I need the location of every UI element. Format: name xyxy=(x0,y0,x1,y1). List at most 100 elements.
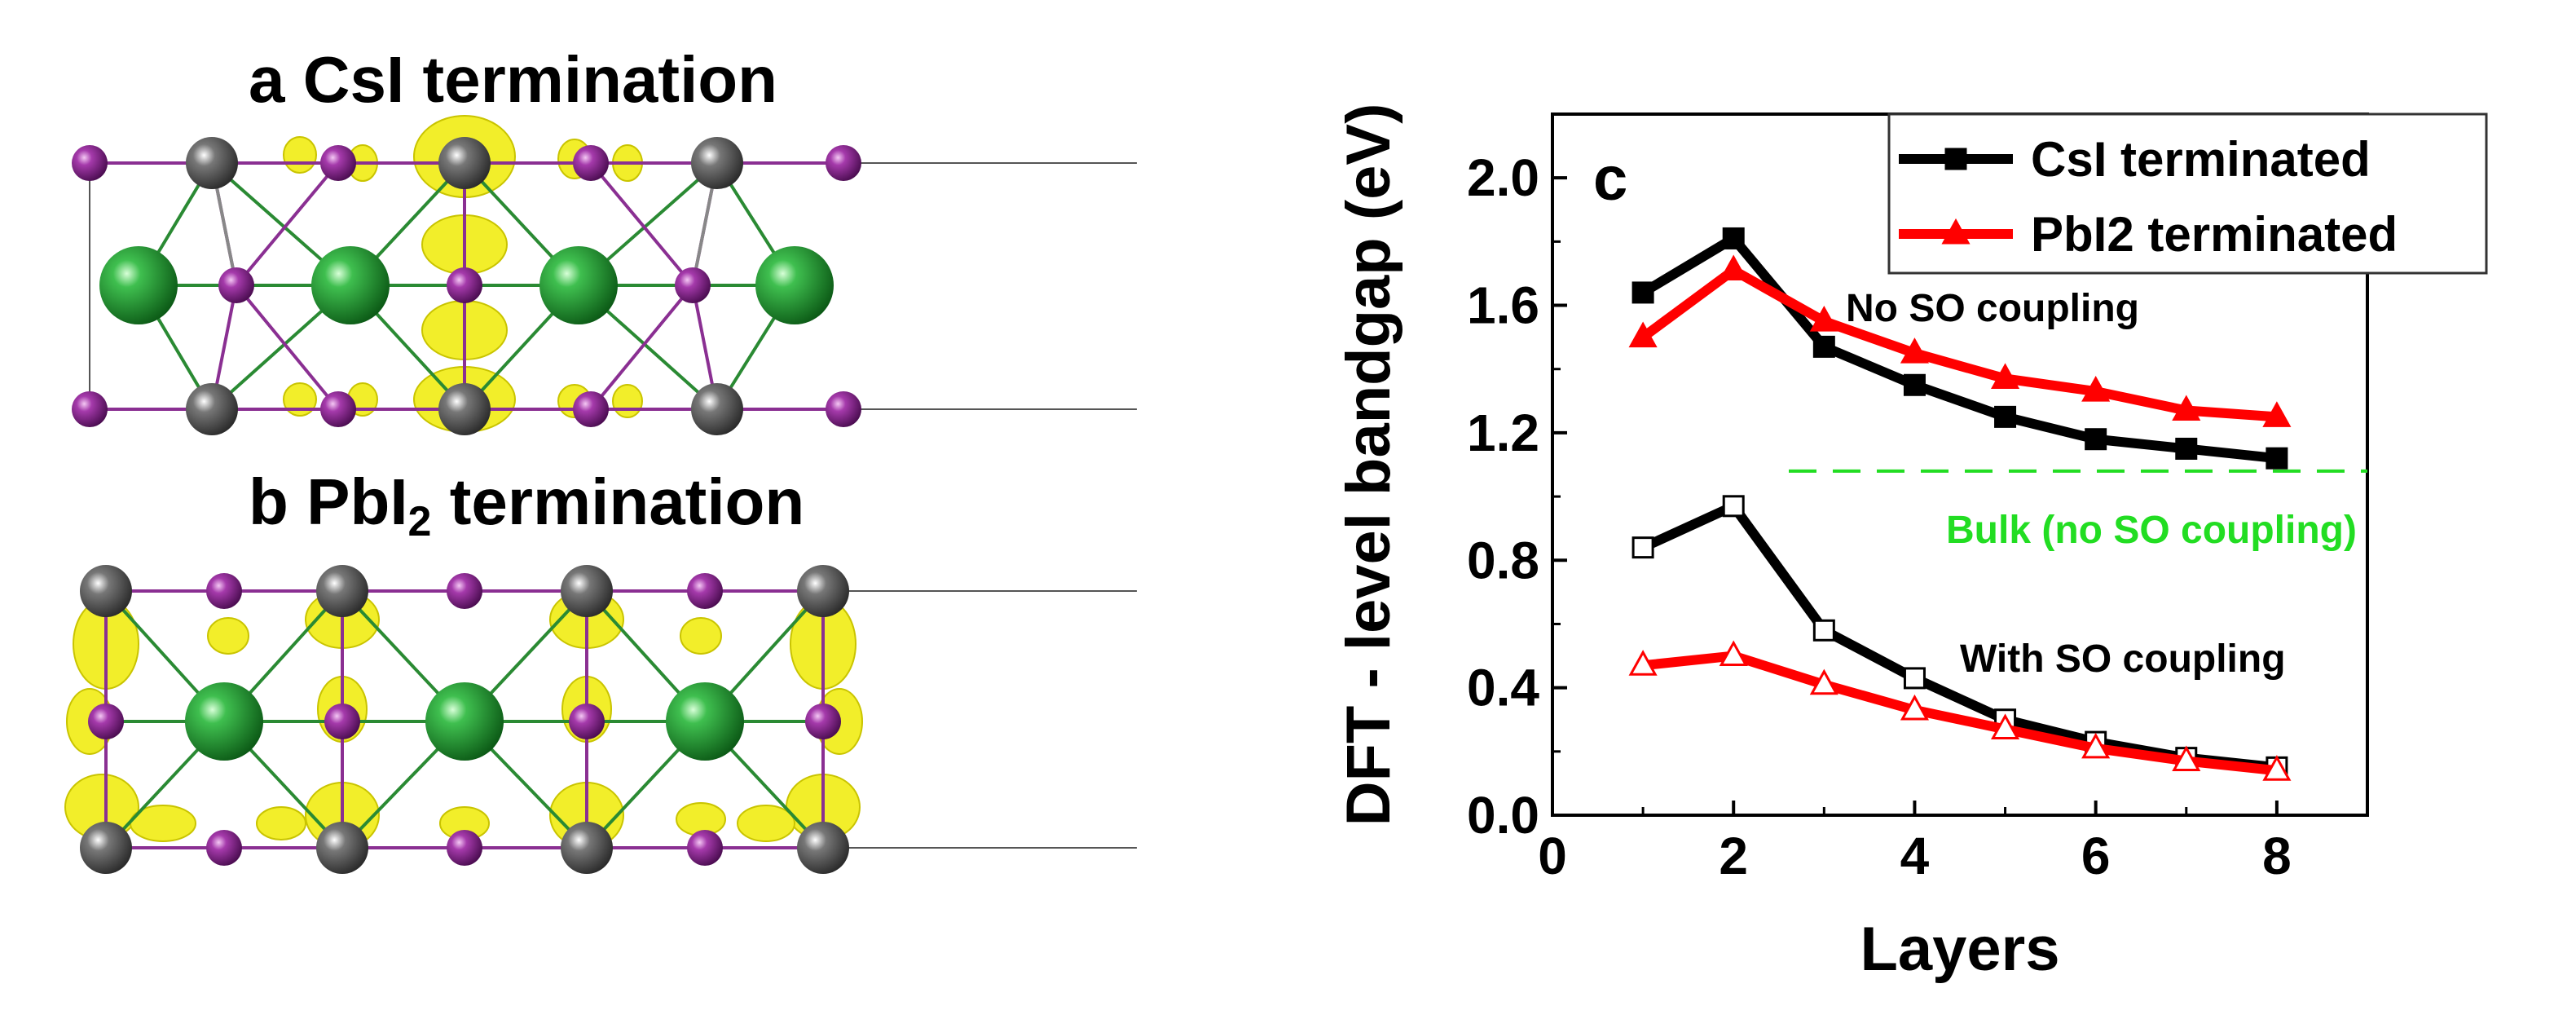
y-tick-label: 2.0 xyxy=(1467,148,1539,207)
atom-i xyxy=(687,830,723,866)
y-axis-title: DFT - level bandgap (eV) xyxy=(1334,104,1403,827)
y-tick-label: 1.2 xyxy=(1467,404,1539,462)
data-point-square xyxy=(1903,373,1926,396)
panel-c-label: c xyxy=(1593,144,1627,214)
atom-i xyxy=(573,391,609,427)
atom-i xyxy=(72,145,108,181)
data-point-triangle xyxy=(1809,668,1838,695)
atom-cs xyxy=(311,246,390,324)
data-point-square xyxy=(1722,495,1745,518)
panel-b-title-subscript: 2 xyxy=(407,498,432,545)
series-line-3 xyxy=(1642,651,2278,776)
data-point-triangle xyxy=(1900,694,1929,721)
atom-cs xyxy=(539,246,618,324)
data-point-triangle xyxy=(2081,376,2111,402)
atom-i xyxy=(573,145,609,181)
legend-box xyxy=(1887,112,2488,275)
atom-i xyxy=(675,267,711,303)
series-line-2 xyxy=(1640,501,2278,773)
atom-pb xyxy=(691,137,743,189)
atom-cs xyxy=(185,682,263,761)
data-point-triangle xyxy=(1628,321,1658,348)
data-point-square xyxy=(1994,405,2017,428)
atom-pb xyxy=(797,565,849,617)
x-tick-label: 0 xyxy=(1538,827,1567,885)
atom-pb xyxy=(561,822,613,874)
data-point-triangle xyxy=(1809,306,1838,332)
data-point-square xyxy=(1631,281,1654,304)
atom-i xyxy=(88,704,124,739)
data-point-square xyxy=(2266,447,2288,470)
data-point-triangle xyxy=(1991,713,2020,739)
atom-i xyxy=(72,391,108,427)
data-point-triangle xyxy=(1991,363,2020,389)
structure-b xyxy=(64,565,1137,874)
x-tick-label: 4 xyxy=(1900,827,1930,885)
atoms-a xyxy=(72,137,861,435)
annotation-with-so: With SO coupling xyxy=(1960,637,2286,681)
atom-i xyxy=(218,267,254,303)
panel-a-title: a CsI termination xyxy=(249,43,778,116)
data-point-square xyxy=(1903,667,1926,690)
atoms-b xyxy=(80,565,849,874)
atom-i xyxy=(447,830,482,866)
data-point-triangle xyxy=(2172,745,2201,772)
atom-i xyxy=(320,145,356,181)
data-point-square xyxy=(1944,148,1967,170)
panel-b-title-main: b PbI xyxy=(249,465,408,538)
atom-cs xyxy=(99,246,178,324)
data-point-square xyxy=(1631,536,1654,559)
data-point-square xyxy=(1722,227,1745,249)
data-point-triangle xyxy=(2262,401,2292,427)
x-tick-label: 2 xyxy=(1719,827,1748,885)
atom-i xyxy=(447,267,482,303)
series-line-1 xyxy=(1640,265,2278,422)
structure-a xyxy=(72,115,1137,435)
atom-cs xyxy=(755,246,834,324)
atom-i xyxy=(826,145,861,181)
atom-pb xyxy=(186,383,238,435)
data-point-square xyxy=(2085,730,2107,753)
legend-label-1: PbI2 terminated xyxy=(2031,207,2398,262)
atom-i xyxy=(206,830,242,866)
atom-pb xyxy=(691,383,743,435)
data-point-square xyxy=(1994,708,2017,731)
panel-b-title: b PbI2 termination xyxy=(249,465,804,546)
y-tick-label: 0.4 xyxy=(1467,659,1539,717)
atom-i xyxy=(687,573,723,609)
x-tick-label: 6 xyxy=(2081,827,2111,885)
atom-i xyxy=(447,573,482,609)
data-point-triangle xyxy=(2262,755,2292,781)
data-point-triangle xyxy=(1900,337,1929,364)
atom-pb xyxy=(316,565,368,617)
data-point-square xyxy=(1812,619,1835,642)
atom-pb xyxy=(561,565,613,617)
atom-i xyxy=(206,573,242,609)
y-tick-label: 0.8 xyxy=(1467,531,1539,589)
bulk-reference-label: Bulk (no SO coupling) xyxy=(1946,509,2357,552)
legend-label-0: CsI terminated xyxy=(2031,132,2371,187)
atom-pb xyxy=(797,822,849,874)
series-line-0 xyxy=(1640,233,2278,464)
atom-i xyxy=(320,391,356,427)
atom-i xyxy=(324,704,360,739)
atom-pb xyxy=(316,822,368,874)
data-point-triangle xyxy=(2172,395,2201,421)
crystal-structure-figures xyxy=(64,115,1137,874)
data-point-triangle xyxy=(1719,254,1748,281)
data-point-triangle xyxy=(1719,640,1748,667)
atom-pb xyxy=(438,137,491,189)
chart-root: 0 2 4 6 8 0.0 0.4 0.8 1.2 1.6 2.0 Layers DFT - level… xyxy=(1334,104,2488,984)
data-point-triangle xyxy=(1628,650,1658,676)
x-axis-title: Layers xyxy=(1860,915,2059,984)
data-point-square xyxy=(2266,756,2288,779)
atom-cs xyxy=(425,682,504,761)
y-tick-label: 0.0 xyxy=(1467,786,1539,845)
x-tick-label: 8 xyxy=(2262,827,2292,885)
y-tick-label: 1.6 xyxy=(1467,276,1539,335)
atom-i xyxy=(805,704,841,739)
data-point-triangle xyxy=(2081,732,2111,759)
atom-i xyxy=(569,704,605,739)
atom-pb xyxy=(80,822,132,874)
atom-pb xyxy=(80,565,132,617)
